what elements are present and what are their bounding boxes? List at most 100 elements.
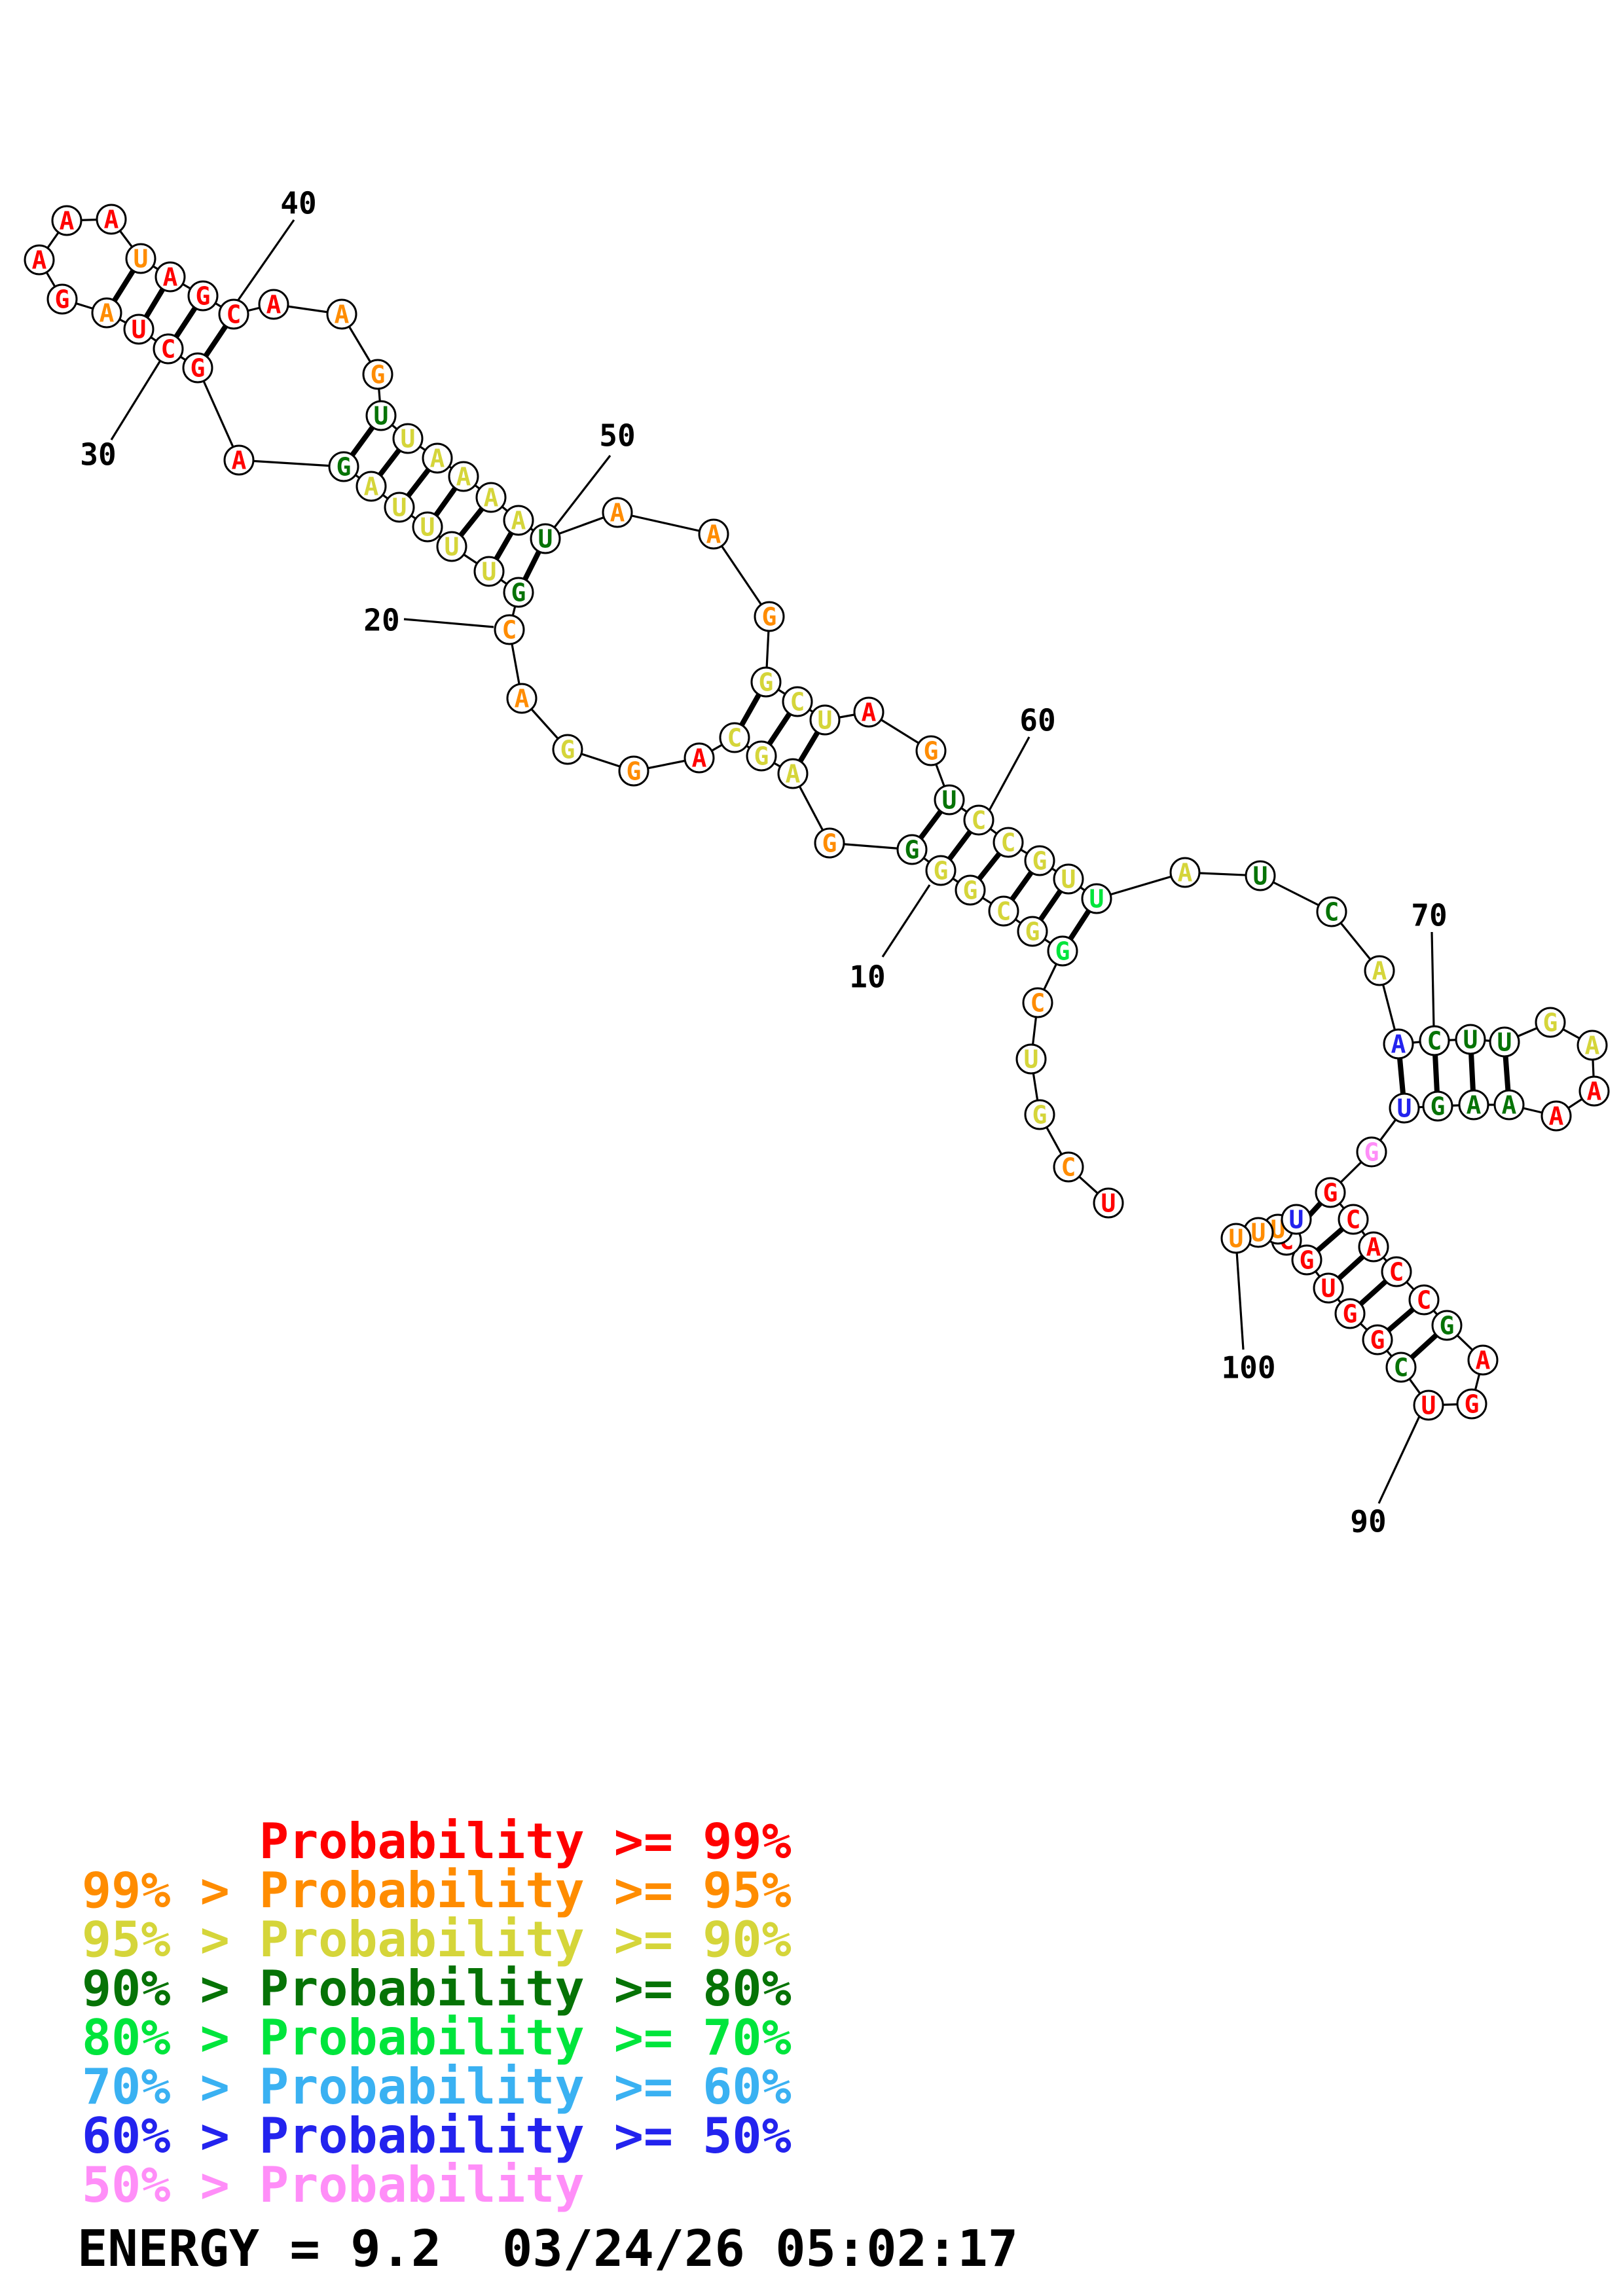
nucleotide-circle bbox=[988, 895, 1019, 927]
nucleotide-circle bbox=[1291, 1244, 1322, 1276]
nucleotide-letter: U bbox=[1497, 1028, 1512, 1057]
position-leader-70 bbox=[1431, 931, 1435, 1028]
nucleotide-4-U: U bbox=[1015, 1043, 1047, 1075]
nucleotide-letter: C bbox=[1417, 1286, 1432, 1315]
nucleotide-circle bbox=[218, 298, 249, 330]
nucleotide-letter: A bbox=[515, 685, 530, 713]
nucleotide-letter: G bbox=[560, 736, 575, 764]
nucleotide-circle bbox=[719, 722, 750, 753]
nucleotide-letter: U bbox=[482, 558, 497, 586]
nucleotide-letter: U bbox=[1251, 1219, 1266, 1247]
nucleotide-circle bbox=[814, 827, 845, 859]
nucleotide-1-U: U bbox=[1093, 1187, 1124, 1219]
legend-row-p60: 70% > Probability >= 60% bbox=[82, 2058, 792, 2115]
nucleotide-circle bbox=[153, 333, 184, 365]
nucleotide-circle bbox=[1419, 1025, 1450, 1056]
nucleotide-letter: G bbox=[511, 579, 526, 607]
nucleotide-81-G: G bbox=[1356, 1136, 1387, 1168]
nucleotide-circle bbox=[356, 471, 387, 502]
nucleotide-67-C: C bbox=[1316, 896, 1347, 927]
nucleotide-letter: A bbox=[232, 446, 247, 475]
nucleotide-letter: U bbox=[1253, 862, 1268, 891]
nucleotide-18-G: G bbox=[552, 734, 583, 765]
nucleotide-letter: U bbox=[420, 513, 435, 542]
nucleotide-circle bbox=[1578, 1075, 1610, 1107]
nucleotide-circle bbox=[925, 855, 957, 886]
nucleotide-circle bbox=[473, 556, 505, 587]
nucleotide-63-U: U bbox=[1053, 863, 1084, 895]
nucleotide-letter: G bbox=[371, 361, 386, 389]
nucleotide-letter: C bbox=[727, 724, 742, 753]
nucleotide-73-G: G bbox=[1535, 1007, 1566, 1038]
nucleotide-letter: U bbox=[1061, 865, 1076, 894]
nucleotide-48-A: A bbox=[475, 482, 507, 513]
nucleotide-69-A: A bbox=[1383, 1028, 1414, 1060]
nucleotide-5-C: C bbox=[1022, 987, 1053, 1018]
nucleotide-circle bbox=[182, 352, 213, 384]
nucleotide-letter: A bbox=[1549, 1102, 1564, 1131]
nucleotide-letter: U bbox=[1463, 1026, 1478, 1054]
nucleotide-11-G: G bbox=[896, 834, 928, 865]
nucleotide-circle bbox=[698, 518, 729, 550]
nucleotide-16-A: A bbox=[684, 742, 715, 774]
nucleotide-circle bbox=[955, 874, 986, 906]
nucleotide-circle bbox=[1053, 863, 1084, 895]
nucleotide-letter: U bbox=[445, 533, 460, 562]
nucleotide-letter: C bbox=[1001, 829, 1016, 857]
nucleotide-letter: U bbox=[1321, 1274, 1336, 1303]
position-label-60: 60 bbox=[1019, 703, 1055, 738]
nucleotide-3-G: G bbox=[1024, 1099, 1055, 1130]
nucleotide-letter: A bbox=[1467, 1091, 1482, 1120]
nucleotide-letter: A bbox=[104, 206, 119, 234]
legend-row-plt50: 50% > Probability bbox=[82, 2156, 585, 2214]
nucleotide-10-G: G bbox=[925, 855, 957, 886]
nucleotide-52-A: A bbox=[698, 518, 729, 550]
nucleotide-circle bbox=[530, 523, 561, 554]
nucleotide-circle bbox=[392, 423, 424, 454]
nucleotide-circle bbox=[258, 289, 289, 320]
nucleotide-circle bbox=[1047, 935, 1078, 967]
position-leader-20 bbox=[403, 618, 494, 628]
nucleotide-100-U: U bbox=[1220, 1223, 1252, 1254]
backbone-bond-51-52 bbox=[617, 511, 714, 535]
nucleotide-circle bbox=[1017, 916, 1048, 947]
nucleotide-circle bbox=[187, 280, 219, 312]
position-leader-60 bbox=[987, 736, 1030, 812]
nucleotide-letter: C bbox=[161, 335, 176, 364]
nucleotide-85-C: C bbox=[1381, 1256, 1412, 1287]
nucleotide-circle bbox=[1535, 1007, 1566, 1038]
nucleotide-55-C: C bbox=[782, 686, 813, 717]
nucleotide-circle bbox=[1489, 1026, 1520, 1058]
nucleotide-circle bbox=[1334, 1298, 1366, 1329]
nucleotide-77-A: A bbox=[1493, 1089, 1525, 1121]
nucleotide-circle bbox=[853, 696, 884, 728]
nucleotide-circle bbox=[1024, 1099, 1055, 1130]
nucleotide-86-C: C bbox=[1408, 1284, 1440, 1316]
nucleotide-circle bbox=[422, 442, 453, 474]
nucleotide-letter: U bbox=[134, 245, 149, 274]
nucleotide-circle bbox=[809, 704, 841, 736]
nucleotide-circle bbox=[1383, 1028, 1414, 1060]
nucleotide-56-U: U bbox=[809, 704, 841, 736]
nucleotide-circle bbox=[494, 614, 525, 645]
nucleotide-letter: G bbox=[1343, 1300, 1358, 1329]
nucleotide-74-A: A bbox=[1577, 1030, 1608, 1061]
backbone-bond-28-29 bbox=[196, 367, 240, 461]
nucleotide-letter: A bbox=[1585, 1031, 1600, 1060]
nucleotide-90-U: U bbox=[1413, 1390, 1444, 1421]
nucleotide-71-U: U bbox=[1455, 1024, 1486, 1055]
nucleotide-62-G: G bbox=[1024, 845, 1055, 876]
nucleotide-circle bbox=[1022, 987, 1053, 1018]
nucleotide-circle bbox=[125, 243, 156, 274]
nucleotide-7-G: G bbox=[1017, 916, 1048, 947]
nucleotide-letter: C bbox=[996, 897, 1012, 926]
nucleotide-letter: A bbox=[1502, 1091, 1517, 1120]
nucleotide-circle bbox=[24, 244, 55, 276]
nucleotide-circle bbox=[51, 205, 82, 236]
nucleotide-93-G: G bbox=[1334, 1298, 1366, 1329]
nucleotide-circle bbox=[1408, 1284, 1440, 1316]
nucleotide-letter: G bbox=[1032, 847, 1048, 876]
nucleotide-circle bbox=[618, 755, 649, 787]
nucleotide-circle bbox=[326, 298, 357, 330]
